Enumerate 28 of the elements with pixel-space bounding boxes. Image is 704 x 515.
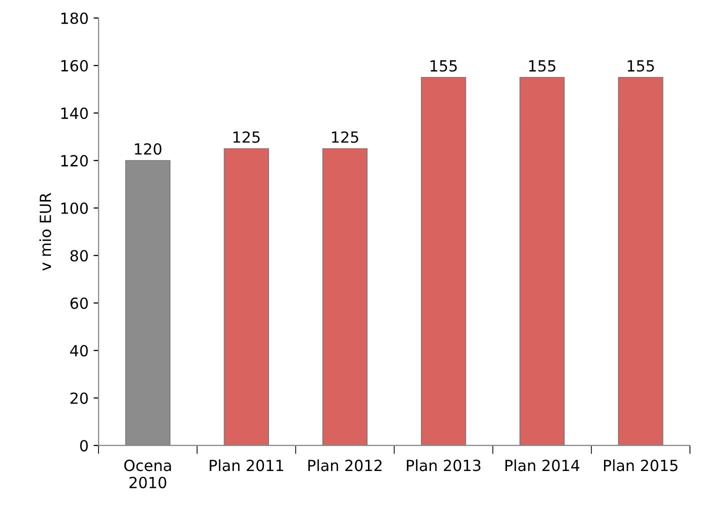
data-label: 120 — [134, 143, 162, 155]
data-label: 155 — [529, 60, 556, 72]
x-tick-label: Plan 2011 — [210, 459, 284, 472]
y-tick-label: 100 — [61, 202, 88, 214]
x-tick-label: Ocena 2010 — [124, 460, 171, 488]
bar — [420, 76, 466, 446]
x-tick-label: Plan 2012 — [308, 459, 382, 472]
x-tick-label: Plan 2013 — [406, 459, 480, 472]
bar — [519, 76, 565, 446]
bar — [224, 148, 269, 446]
data-label: 125 — [332, 131, 358, 143]
y-tick-label: 60 — [70, 297, 88, 310]
bar — [322, 148, 368, 446]
y-tick-label: 180 — [61, 12, 88, 24]
data-label: 155 — [628, 60, 654, 72]
bar — [618, 76, 664, 446]
y-tick-label: 160 — [61, 60, 88, 72]
x-tick-label: Plan 2015 — [604, 459, 678, 472]
y-tick-label: 0 — [80, 440, 88, 452]
data-label: 125 — [233, 131, 260, 143]
y-tick-label: 140 — [61, 107, 88, 120]
data-label: 155 — [430, 60, 457, 72]
y-tick-label: 20 — [70, 392, 88, 404]
y-axis-title: v mio EUR — [39, 192, 52, 271]
y-tick-label: 40 — [70, 344, 88, 357]
y-tick-label: 120 — [61, 154, 88, 167]
y-tick-label: 80 — [70, 250, 88, 262]
x-tick-label: Plan 2014 — [505, 459, 580, 472]
